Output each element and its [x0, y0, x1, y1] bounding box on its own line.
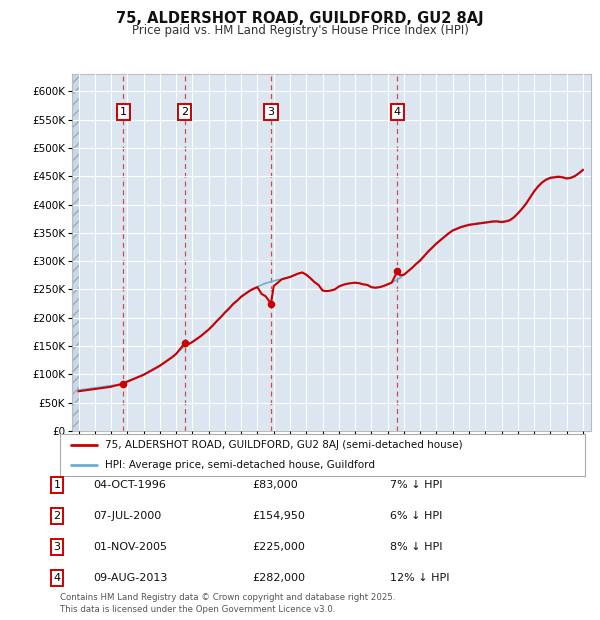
Text: £83,000: £83,000: [252, 480, 298, 490]
Text: 12% ↓ HPI: 12% ↓ HPI: [390, 573, 449, 583]
Text: 75, ALDERSHOT ROAD, GUILDFORD, GU2 8AJ (semi-detached house): 75, ALDERSHOT ROAD, GUILDFORD, GU2 8AJ (…: [104, 440, 462, 450]
Text: Contains HM Land Registry data © Crown copyright and database right 2025.
This d: Contains HM Land Registry data © Crown c…: [60, 593, 395, 614]
Text: 4: 4: [394, 107, 401, 117]
Text: £225,000: £225,000: [252, 542, 305, 552]
Text: 1: 1: [53, 480, 61, 490]
Text: 1: 1: [120, 107, 127, 117]
Text: 7% ↓ HPI: 7% ↓ HPI: [390, 480, 443, 490]
Bar: [72, 74, 79, 431]
Text: 75, ALDERSHOT ROAD, GUILDFORD, GU2 8AJ: 75, ALDERSHOT ROAD, GUILDFORD, GU2 8AJ: [116, 11, 484, 26]
Text: £154,950: £154,950: [252, 511, 305, 521]
Text: 01-NOV-2005: 01-NOV-2005: [93, 542, 167, 552]
Text: 6% ↓ HPI: 6% ↓ HPI: [390, 511, 442, 521]
Text: 3: 3: [53, 542, 61, 552]
Text: Price paid vs. HM Land Registry's House Price Index (HPI): Price paid vs. HM Land Registry's House …: [131, 24, 469, 37]
Text: 07-JUL-2000: 07-JUL-2000: [93, 511, 161, 521]
Text: 8% ↓ HPI: 8% ↓ HPI: [390, 542, 443, 552]
Text: 2: 2: [53, 511, 61, 521]
Text: 3: 3: [268, 107, 274, 117]
Text: 2: 2: [181, 107, 188, 117]
Text: 04-OCT-1996: 04-OCT-1996: [93, 480, 166, 490]
Text: £282,000: £282,000: [252, 573, 305, 583]
Text: HPI: Average price, semi-detached house, Guildford: HPI: Average price, semi-detached house,…: [104, 460, 374, 470]
Text: 09-AUG-2013: 09-AUG-2013: [93, 573, 167, 583]
Text: 4: 4: [53, 573, 61, 583]
